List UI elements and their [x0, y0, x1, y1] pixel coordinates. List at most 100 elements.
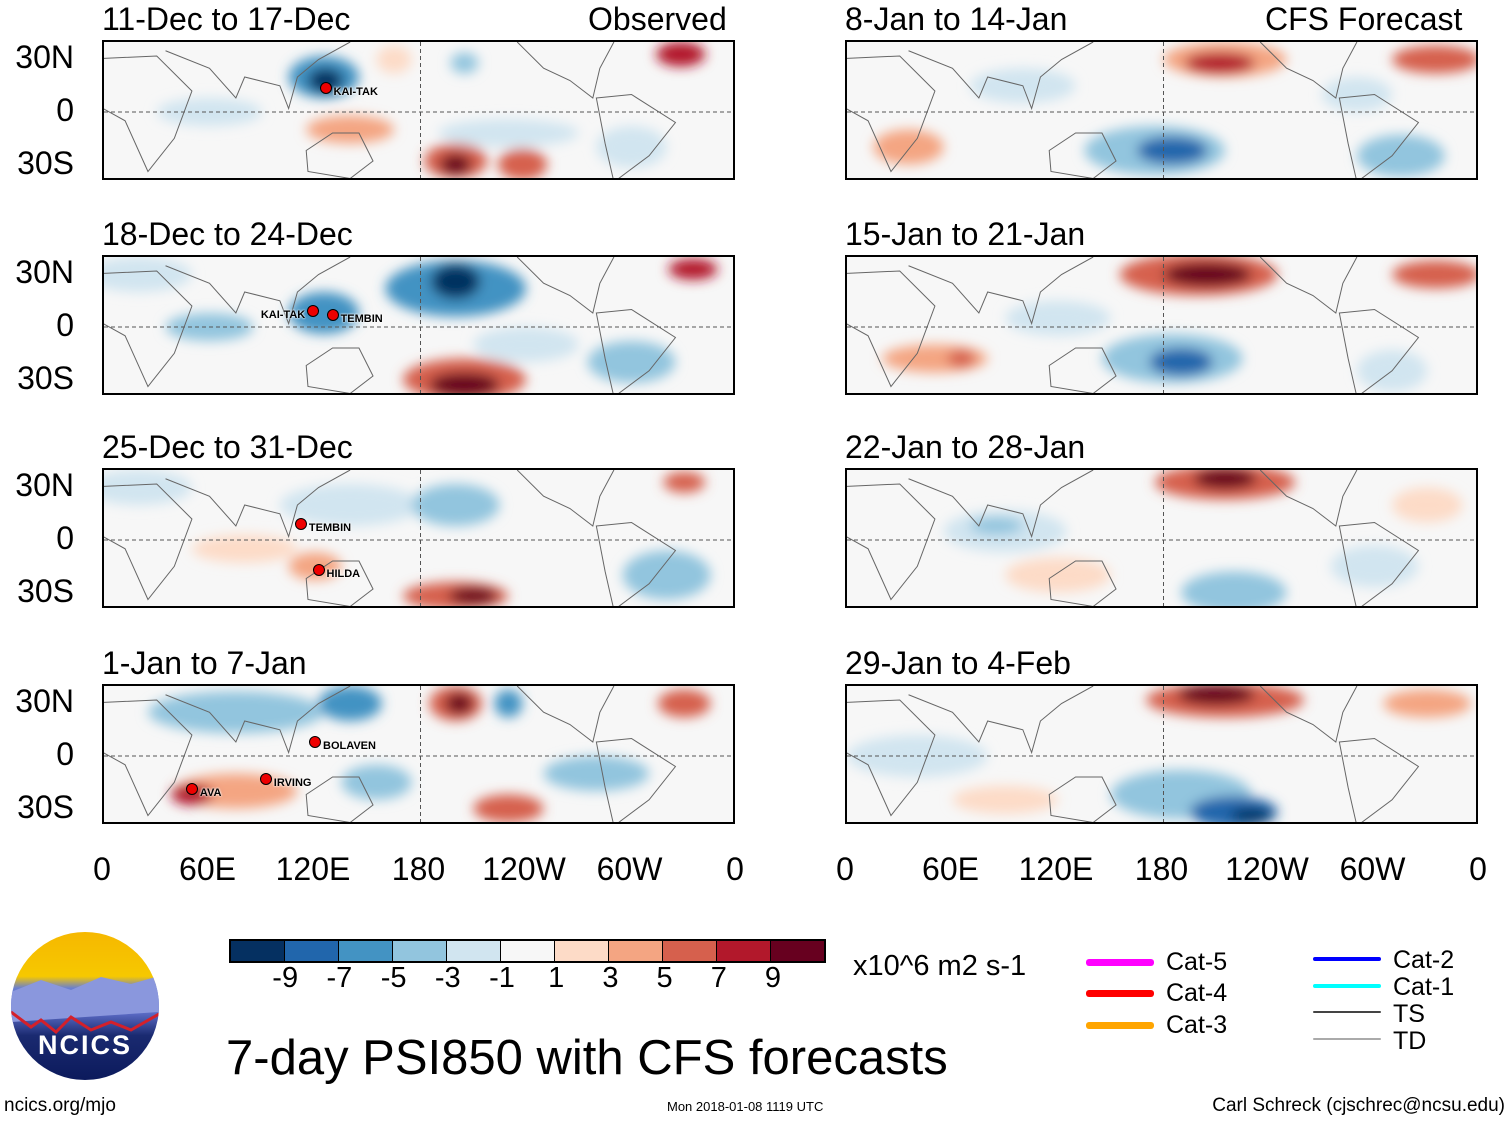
- psi850-map-panel: [845, 468, 1478, 608]
- x-tick-label: 120E: [275, 851, 351, 887]
- anomaly-blob: [1392, 260, 1476, 289]
- anomaly-blob: [1137, 136, 1208, 165]
- colorbar-swatch: [393, 941, 447, 961]
- anomaly-blob: [663, 471, 706, 493]
- legend-label: TS: [1393, 1000, 1425, 1028]
- y-tick-label: 30N: [15, 254, 74, 290]
- storm-label: KAI-TAK: [260, 309, 306, 322]
- anomaly-blob: [1193, 470, 1257, 490]
- colorbar-tick-label: -5: [380, 962, 407, 994]
- coastline-africa: [847, 699, 936, 817]
- anomaly-field: [847, 470, 1476, 606]
- anomaly-blob: [147, 691, 324, 734]
- colorbar-tick-label: -9: [272, 962, 299, 994]
- x-tick-label: 0: [836, 851, 854, 887]
- anomaly-blob: [1184, 52, 1255, 74]
- anomaly-blob: [1330, 545, 1419, 588]
- colorbar-swatch: [501, 941, 555, 961]
- site-link[interactable]: ncics.org/mjo: [4, 1095, 116, 1116]
- coastline-australia: [1048, 347, 1117, 393]
- coastline-north-america: [1259, 257, 1358, 314]
- anomaly-blob: [411, 484, 500, 526]
- colorbar-swatch: [663, 941, 717, 961]
- anomaly-blob: [279, 484, 421, 526]
- anomaly-blob: [438, 119, 579, 147]
- colorbar-swatch: [339, 941, 393, 961]
- anomaly-field: [847, 42, 1476, 178]
- coastline-south-america: [595, 521, 677, 606]
- coastline-south-america: [1338, 521, 1420, 606]
- y-tick-label: 0: [56, 92, 74, 128]
- y-tick-label: 30S: [17, 360, 74, 396]
- colorbar: [229, 939, 826, 963]
- anomaly-blob: [596, 126, 667, 168]
- coastline-africa: [104, 270, 193, 388]
- forecast-header: CFS Forecast: [1265, 1, 1463, 37]
- colorbar-tick-label: -3: [434, 962, 461, 994]
- anomaly-blob: [439, 154, 472, 175]
- psi850-map-panel: BOLAVEN AVA IRVING: [102, 684, 735, 824]
- anomaly-blob: [622, 550, 711, 600]
- coastline-asia: [165, 42, 351, 111]
- anomaly-blob: [873, 129, 944, 165]
- colorbar-swatch: [771, 941, 824, 961]
- colorbar-tick-label: 5: [656, 962, 673, 994]
- anomaly-blob: [952, 785, 1058, 814]
- author: Carl Schreck (cjschrec@ncsu.edu): [1212, 1095, 1505, 1116]
- logo-text: NCICS: [37, 1030, 132, 1060]
- panel-title: 8-Jan to 14-Jan: [845, 1, 1068, 37]
- coastline-africa: [847, 270, 936, 388]
- x-tick-label: 60W: [1339, 851, 1406, 887]
- x-tick-label: 120W: [482, 851, 566, 887]
- colorbar-swatch: [231, 941, 285, 961]
- coastline-south-america: [1338, 737, 1420, 822]
- legend-label: Cat-3: [1166, 1011, 1228, 1039]
- storm-track-marker: [319, 81, 332, 94]
- coastline-asia: [165, 257, 351, 326]
- legend-label: Cat-5: [1166, 948, 1228, 976]
- coastline-south-america: [595, 737, 677, 822]
- storm-label: HILDA: [326, 567, 361, 580]
- legend-label: Cat-1: [1393, 973, 1455, 1001]
- colorbar-tick-label: 3: [602, 962, 619, 994]
- y-tick-label: 30S: [17, 145, 74, 181]
- legend-line: [1086, 990, 1154, 997]
- colorbar-swatch: [717, 941, 771, 961]
- psi850-map-panel: TEMBIN HILDA: [102, 468, 735, 608]
- anomaly-blob: [431, 264, 481, 299]
- ncics-logo: NCICS: [11, 932, 159, 1080]
- colorbar-tick-label: -7: [326, 962, 353, 994]
- anomaly-field: [847, 257, 1476, 393]
- colorbar-swatch: [285, 941, 339, 961]
- legend-line: [1086, 959, 1154, 966]
- colorbar-tick-label: 1: [548, 962, 565, 994]
- storm-track-marker: [294, 518, 307, 531]
- coastline-australia: [1048, 560, 1117, 606]
- y-tick-label: 30S: [17, 573, 74, 609]
- anomaly-blob: [306, 115, 395, 144]
- anomaly-blob: [376, 45, 412, 74]
- colorbar-tick-label: 7: [710, 962, 727, 994]
- timestamp: Mon 2018-01-08 1119 UTC: [667, 1099, 824, 1114]
- storm-label: KAI-TAK: [333, 85, 378, 98]
- anomaly-blob: [1230, 808, 1273, 822]
- coastline-africa: [104, 699, 193, 817]
- coastline-south-america: [1338, 308, 1420, 393]
- coastline-australia: [305, 132, 374, 178]
- panel-title: 29-Jan to 4-Feb: [845, 645, 1071, 681]
- anomaly-blob: [947, 349, 976, 368]
- coastline-north-america: [516, 257, 615, 314]
- anomaly-blob: [1177, 686, 1255, 706]
- anomaly-blob: [191, 534, 298, 563]
- anomaly-blob: [543, 756, 650, 791]
- y-tick-label: 0: [56, 736, 74, 772]
- anomaly-blob: [494, 689, 523, 718]
- panel-title: 15-Jan to 21-Jan: [845, 216, 1086, 252]
- anomaly-blob: [970, 517, 1023, 535]
- psi850-map-panel: KAI-TAK: [102, 40, 735, 180]
- anomaly-blob: [445, 693, 474, 714]
- anomaly-blob: [1392, 45, 1476, 74]
- x-tick-label: 120W: [1225, 851, 1309, 887]
- coastline-australia: [1048, 132, 1117, 178]
- legend-label: TD: [1393, 1027, 1427, 1055]
